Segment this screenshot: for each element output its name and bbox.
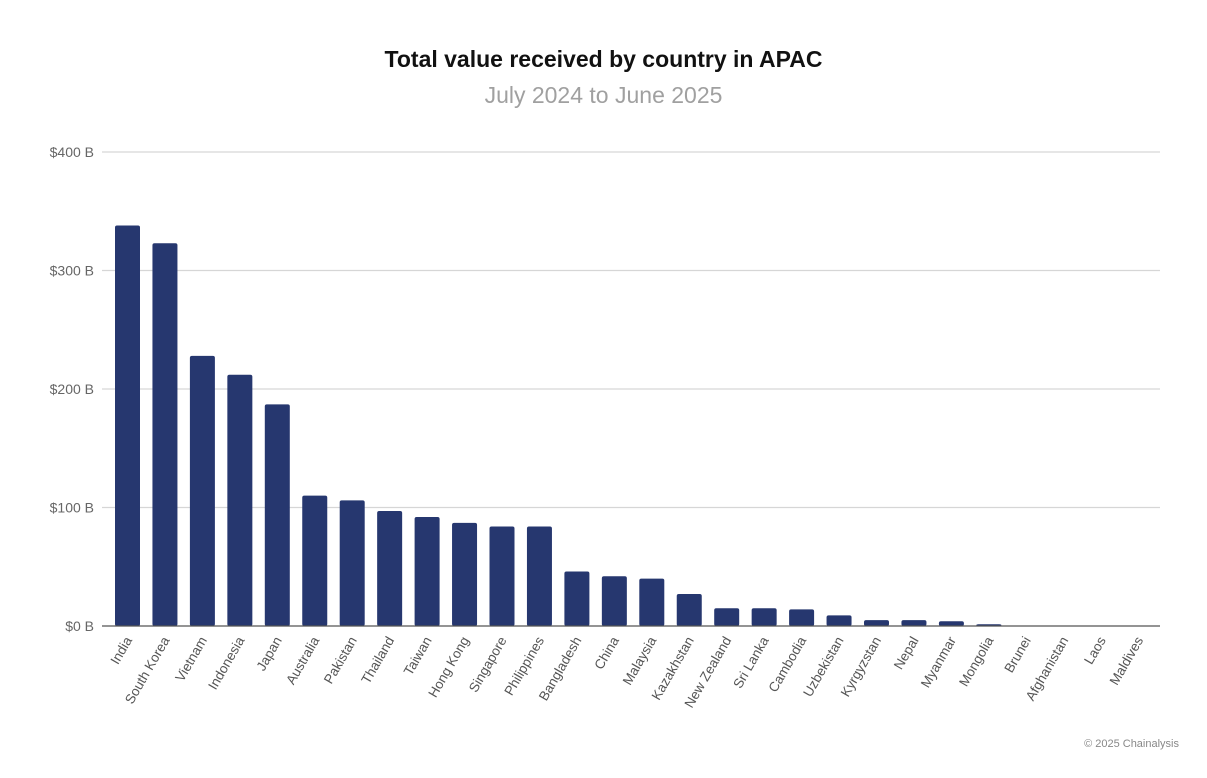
chart-subtitle: July 2024 to June 2025 <box>484 82 723 108</box>
x-tick-label: China <box>591 634 622 672</box>
x-tick-label: Sri Lanka <box>730 634 772 691</box>
x-tick-label: Pakistan <box>321 634 360 686</box>
x-tick-label: Thailand <box>358 634 397 686</box>
bar-cambodia <box>789 609 815 626</box>
bar-malaysia <box>639 578 665 626</box>
bar-south-korea <box>152 243 178 626</box>
x-tick-label: Taiwan <box>401 634 435 678</box>
bar-singapore <box>489 526 515 626</box>
bar-india <box>115 225 140 626</box>
x-tick-label: Laos <box>1081 634 1109 667</box>
x-tick-label: Mongolia <box>956 634 997 689</box>
bar-bangladesh <box>564 571 590 626</box>
y-tick-label: $100 B <box>50 500 94 516</box>
bar-nepal <box>901 620 927 626</box>
chart-title: Total value received by country in APAC <box>384 46 823 72</box>
x-tick-label: Brunei <box>1001 634 1034 675</box>
bar-new-zealand <box>714 608 740 626</box>
bar-indonesia <box>227 374 253 626</box>
x-tick-label: Malaysia <box>620 634 660 688</box>
bar-vietnam <box>189 355 215 626</box>
bar-china <box>601 576 627 626</box>
y-tick-label: $0 B <box>65 618 94 634</box>
bar-japan <box>264 404 290 626</box>
x-tick-label: Indonesia <box>205 634 248 693</box>
x-tick-label: India <box>107 634 135 667</box>
bar-pakistan <box>339 500 365 626</box>
bar-hong-kong <box>452 522 478 626</box>
bar-australia <box>302 495 328 626</box>
x-tick-label: Vietnam <box>172 634 210 684</box>
y-tick-label: $200 B <box>50 381 94 397</box>
x-tick-label: Myanmar <box>918 634 959 691</box>
bar-taiwan <box>414 516 440 626</box>
bar-kyrgyzstan <box>864 620 889 626</box>
x-tick-label: Japan <box>254 634 285 673</box>
bar-kazakhstan <box>676 594 702 626</box>
x-tick-label: Nepal <box>891 634 922 672</box>
bar-thailand <box>377 511 403 626</box>
x-tick-label: Australia <box>283 634 322 687</box>
y-tick-label: $300 B <box>50 263 94 279</box>
x-tick-label: Maldives <box>1107 634 1147 688</box>
bar-uzbekistan <box>826 615 852 626</box>
bar-philippines <box>526 526 552 626</box>
copyright-credit: © 2025 Chainalysis <box>1084 738 1179 750</box>
bar-myanmar <box>938 621 964 626</box>
x-tick-label: Singapore <box>466 634 510 695</box>
y-tick-label: $400 B <box>50 144 94 160</box>
bar-sri-lanka <box>751 608 777 626</box>
